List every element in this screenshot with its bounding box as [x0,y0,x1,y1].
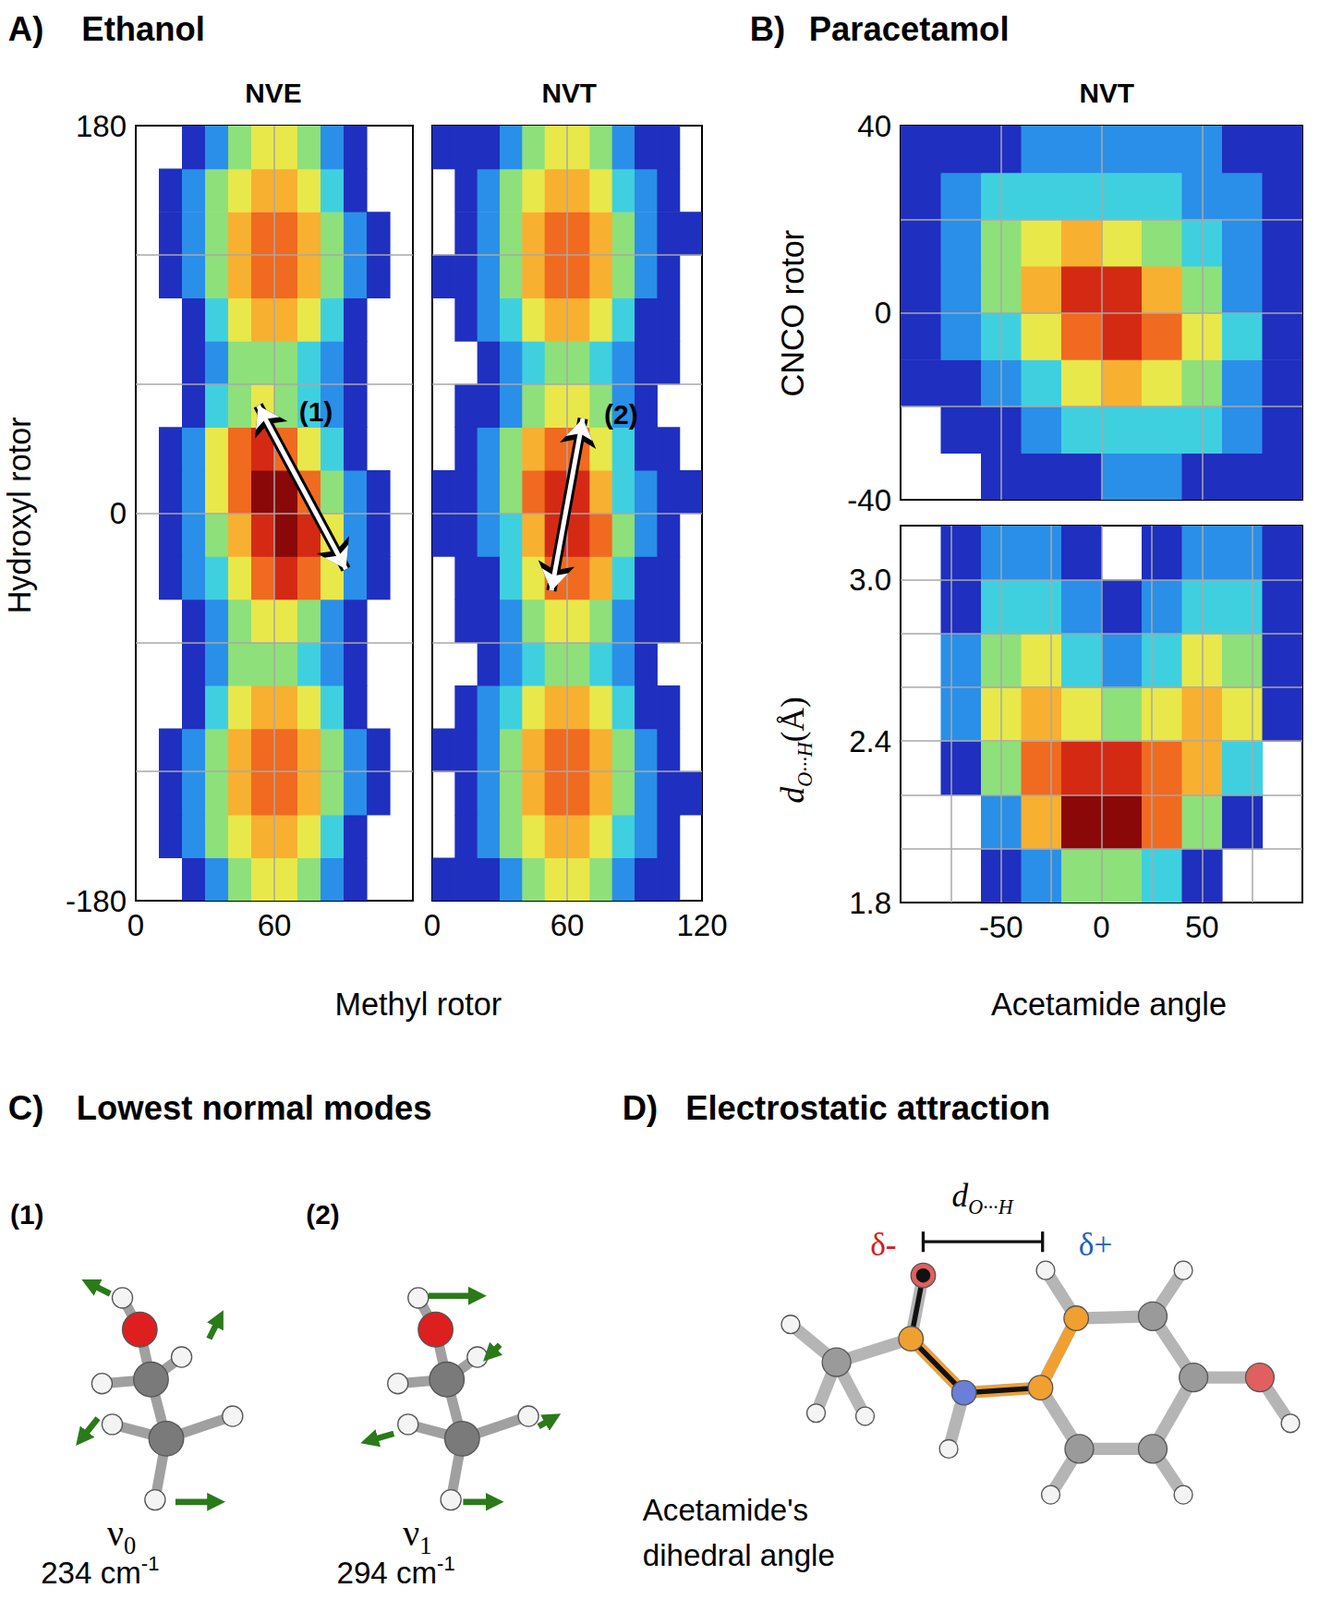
svg-text:dO···H: dO···H [951,1177,1014,1220]
svg-text:Hydroxyl rotor: Hydroxyl rotor [1,416,37,614]
svg-text:Ethanol: Ethanol [81,10,206,49]
svg-text:ν0: ν0 [107,1512,136,1560]
svg-text:A): A) [8,10,44,49]
svg-text:294 cm-1: 294 cm-1 [336,1551,455,1590]
svg-text:Acetamide's: Acetamide's [642,1492,809,1527]
svg-text:(1): (1) [10,1198,44,1230]
svg-text:Paracetamol: Paracetamol [809,10,1010,49]
svg-text:60: 60 [257,907,292,943]
svg-text:1.8: 1.8 [848,885,892,920]
svg-text:dihedral angle: dihedral angle [642,1537,835,1573]
svg-text:40: 40 [857,108,892,144]
svg-text:D): D) [622,1089,658,1127]
svg-text:Methyl rotor: Methyl rotor [334,986,502,1022]
svg-text:60: 60 [550,907,585,943]
svg-text:-180: -180 [65,883,127,919]
svg-text:NVE: NVE [244,77,302,109]
svg-text:2.4: 2.4 [848,724,892,759]
svg-text:Acetamide angle: Acetamide angle [991,986,1227,1022]
svg-text:Electrostatic attraction: Electrostatic attraction [685,1089,1051,1127]
svg-text:dO···H(Å): dO···H(Å) [774,696,817,803]
svg-text:234 cm-1: 234 cm-1 [40,1551,159,1590]
svg-text:Lowest normal modes: Lowest normal modes [76,1089,433,1127]
svg-text:(2): (2) [305,1198,339,1230]
svg-text:NVT: NVT [541,77,597,109]
svg-text:C): C) [8,1089,44,1127]
svg-text:3.0: 3.0 [848,562,892,597]
svg-text:ν1: ν1 [402,1512,432,1560]
svg-text:50: 50 [1185,909,1220,944]
svg-text:120: 120 [676,907,727,943]
svg-text:δ-: δ- [870,1226,896,1263]
svg-text:NVT: NVT [1078,77,1135,109]
svg-text:-50: -50 [979,909,1024,944]
svg-text:(2): (2) [604,399,639,430]
svg-text:180: 180 [75,108,127,144]
svg-text:0: 0 [1092,909,1110,944]
svg-text:-40: -40 [847,483,892,518]
svg-text:0: 0 [874,295,892,330]
svg-text:0: 0 [109,496,127,531]
svg-text:0: 0 [423,907,441,943]
svg-text:B): B) [750,10,786,49]
svg-text:δ+: δ+ [1078,1226,1114,1263]
svg-text:0: 0 [127,907,145,943]
svg-text:(1): (1) [299,396,334,427]
svg-text:CNCO rotor: CNCO rotor [774,229,811,398]
